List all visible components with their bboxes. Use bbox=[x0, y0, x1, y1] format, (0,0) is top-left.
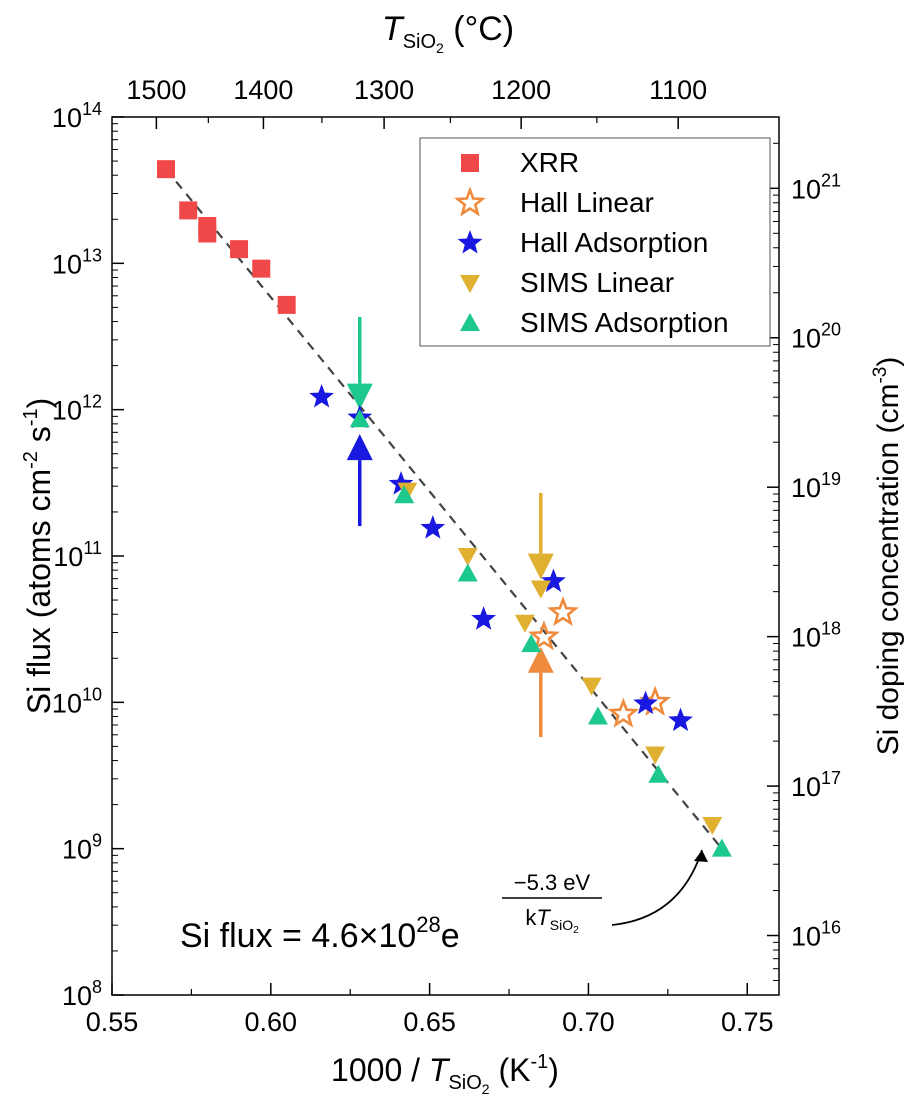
equation-denominator: kTSiO2 bbox=[525, 905, 579, 936]
arrow-head bbox=[527, 646, 554, 673]
point-sims-linear bbox=[581, 677, 602, 696]
point-sims-linear bbox=[702, 817, 723, 836]
point-sims-adsorption bbox=[711, 838, 732, 857]
point-hall-linear bbox=[607, 697, 640, 728]
right-tick-label: 1017 bbox=[791, 768, 841, 802]
top-tick-label: 1300 bbox=[354, 75, 414, 105]
data-points-layer bbox=[156, 160, 732, 857]
right-tick-label: 1021 bbox=[791, 170, 841, 204]
y-tick-label: 109 bbox=[62, 831, 102, 865]
legend-label-sims-linear: SIMS Linear bbox=[520, 267, 674, 298]
arrows-layer bbox=[346, 316, 554, 737]
fit-line-layer bbox=[165, 168, 723, 850]
right-axis-title: Si doping concentration (cm-3) bbox=[870, 357, 905, 756]
point-sims-linear bbox=[530, 580, 551, 599]
point-xrr bbox=[252, 259, 271, 278]
equation-lhs: Si flux = 4.6×1028e bbox=[180, 912, 460, 955]
x-tick-label: 0.70 bbox=[562, 1007, 615, 1037]
top-axis: 1500 1400 1300 1200 1100 bbox=[126, 75, 707, 129]
top-axis-title: TSiO2 (°C) bbox=[382, 10, 514, 56]
point-sims-linear bbox=[514, 614, 535, 633]
equation-pointer-arrow bbox=[611, 849, 703, 926]
legend-label-xrr: XRR bbox=[520, 147, 579, 178]
x-tick-label: 0.55 bbox=[86, 1007, 139, 1037]
legend-markers bbox=[454, 154, 486, 331]
legend-marker-hall-adsorption bbox=[457, 230, 483, 254]
y-tick-label: 1010 bbox=[52, 684, 102, 718]
point-sims-linear bbox=[457, 548, 478, 566]
legend-label-hall-adsorption: Hall Adsorption bbox=[520, 227, 708, 258]
right-tick-label: 1019 bbox=[791, 469, 841, 503]
y-tick-label: 1014 bbox=[52, 99, 102, 133]
legend-marker-sims-adsorption bbox=[460, 313, 480, 331]
arrow-head bbox=[346, 434, 373, 461]
legend-label-sims-adsorption: SIMS Adsorption bbox=[520, 307, 729, 338]
point-hall-adsorption bbox=[633, 690, 658, 715]
right-tick-label: 1016 bbox=[791, 918, 841, 952]
point-hall-linear bbox=[547, 595, 579, 627]
point-sims-linear bbox=[645, 746, 666, 765]
top-tick-label: 1100 bbox=[649, 75, 707, 105]
x-tick-label: 0.60 bbox=[245, 1007, 298, 1037]
point-hall-adsorption bbox=[668, 707, 693, 732]
x-tick-label: 0.75 bbox=[721, 1007, 774, 1037]
arrow-head bbox=[527, 553, 554, 580]
equation-pointer-arrowhead bbox=[694, 850, 708, 862]
x-tick-label: 0.65 bbox=[403, 1007, 456, 1037]
point-sims-adsorption bbox=[587, 706, 608, 725]
left-axis-title: Si flux (atoms cm-2 s-1) bbox=[20, 398, 57, 715]
legend: XRR Hall Linear Hall Adsorption SIMS Lin… bbox=[419, 137, 771, 347]
point-hall-adsorption bbox=[471, 606, 496, 630]
point-hall-linear bbox=[528, 620, 560, 651]
right-tick-label: 1018 bbox=[791, 619, 841, 653]
legend-marker-hall-linear bbox=[454, 186, 486, 217]
legend-marker-xrr bbox=[461, 154, 479, 172]
point-hall-adsorption bbox=[309, 384, 334, 408]
legend-label-hall-linear: Hall Linear bbox=[520, 187, 654, 218]
equation-numerator: −5.3 eV bbox=[514, 870, 591, 895]
point-hall-adsorption bbox=[541, 568, 566, 592]
y-tick-label: 1012 bbox=[52, 392, 102, 426]
point-xrr bbox=[156, 160, 175, 179]
top-tick-label: 1200 bbox=[491, 75, 551, 105]
y-tick-label: 1011 bbox=[53, 538, 102, 572]
point-sims-adsorption bbox=[457, 563, 478, 582]
point-xrr bbox=[179, 201, 198, 220]
point-hall-adsorption bbox=[420, 515, 446, 539]
point-sims-adsorption bbox=[648, 764, 669, 783]
left-axis: 108 109 1010 1011 1012 1013 1014 bbox=[52, 99, 124, 1011]
arrow-head bbox=[346, 383, 373, 410]
equation-annotation: Si flux = 4.6×1028e −5.3 eV kTSiO2 bbox=[180, 849, 708, 955]
point-xrr bbox=[277, 295, 296, 314]
top-tick-label: 1400 bbox=[233, 75, 293, 105]
bottom-axis: 0.55 0.60 0.65 0.70 0.75 bbox=[86, 983, 774, 1037]
bottom-axis-title: 1000 / TSiO2 (K-1) bbox=[331, 1051, 559, 1097]
point-xrr bbox=[198, 224, 217, 243]
fit-line bbox=[165, 168, 723, 850]
right-tick-label: 1020 bbox=[791, 320, 841, 354]
y-tick-label: 108 bbox=[62, 977, 102, 1011]
y-tick-label: 1013 bbox=[52, 245, 102, 279]
top-tick-label: 1500 bbox=[126, 75, 186, 105]
right-axis: 1016 1017 1018 1019 1020 1021 bbox=[767, 116, 841, 996]
point-sims-adsorption bbox=[349, 409, 370, 428]
point-sims-adsorption bbox=[521, 634, 542, 653]
legend-marker-sims-linear bbox=[460, 275, 480, 293]
point-sims-adsorption bbox=[394, 485, 415, 504]
point-xrr bbox=[230, 240, 249, 259]
